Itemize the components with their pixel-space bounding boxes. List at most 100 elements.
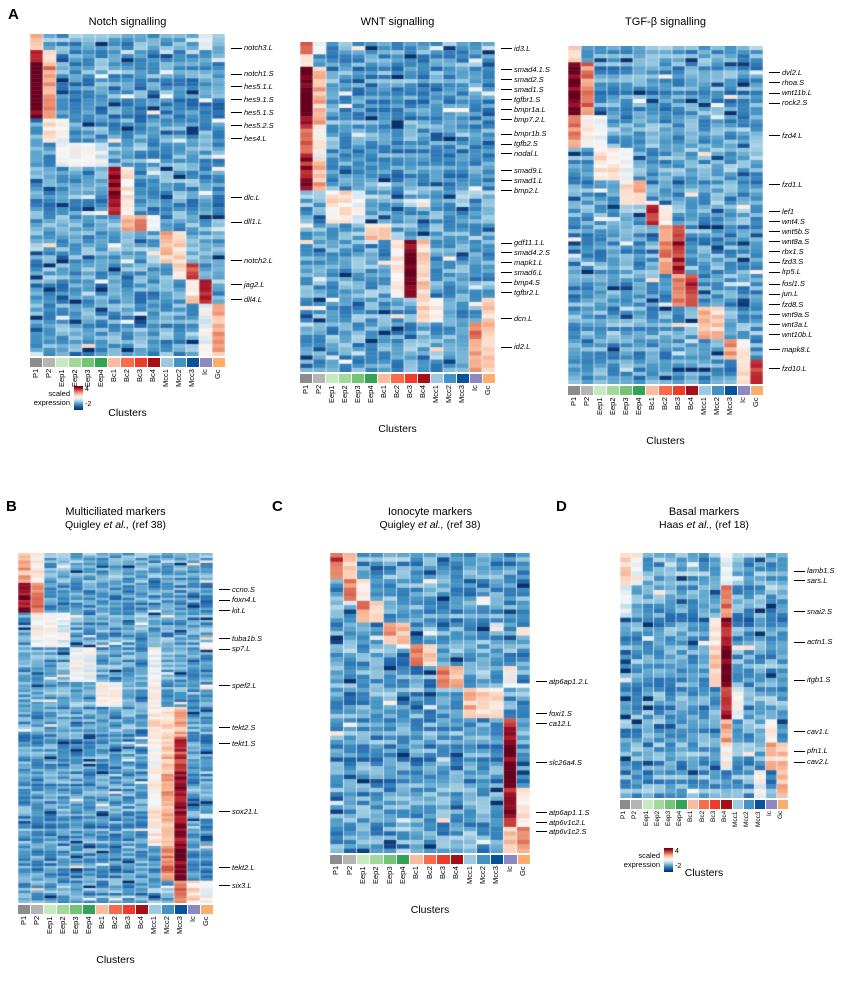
cluster-axis-labels: P1 P2 Eep1 Eep2 Eep3 Eep4 Bc1 Bc2 Bc3 Bc4 Mcc1 Mcc2…	[568, 397, 763, 435]
gene-labels: notch3.L notch1.S hes5.1.L hes9.1.S hes5.1.S…	[231, 34, 317, 356]
gene-label-tuba1b.S: tuba1b.S	[219, 635, 262, 643]
cluster-axis-labels: P1 P2 Eep1 Eep2 Eep3 Eep4 Bc1 Bc2 Bc3 Bc4 Mcc1 Mcc2…	[300, 385, 495, 423]
gene-label-ccno.S: ccno.S	[219, 586, 255, 594]
gene-connector-line	[219, 599, 230, 601]
cluster-label-ic: Ic	[504, 866, 514, 872]
gene-label-atp6ap1.1.S: atp6ap1.1.S	[536, 808, 589, 817]
cluster-annotation-bar	[568, 386, 763, 395]
gene-connector-line	[769, 82, 780, 84]
gene-connector-line	[501, 252, 512, 254]
cluster-label-bc1: Bc1	[411, 866, 421, 879]
gene-connector-line	[501, 99, 512, 100]
cluster-color-mcc3	[755, 800, 766, 809]
gene-label-wnt11b.L: wnt11b.L	[769, 89, 812, 97]
cluster-label-eep2: Eep2	[653, 811, 661, 827]
cluster-label-eep1: Eep1	[357, 866, 367, 884]
cluster-color-bc3	[134, 358, 147, 367]
cluster-label-mcc2: Mcc2	[162, 916, 171, 934]
panel-label-a: A	[8, 6, 19, 23]
chart-title-wnt: WNT signalling	[360, 16, 435, 28]
cluster-label-mcc3: Mcc3	[491, 866, 501, 884]
gene-label-snai2.S: snai2.S	[794, 608, 832, 616]
gene-label-smad2.S: smad2.S	[501, 76, 544, 84]
gene-connector-line	[536, 831, 547, 833]
cluster-color-mcc1	[698, 386, 711, 395]
chart-title-notch: Notch signalling	[88, 16, 167, 28]
cluster-annotation-bar	[18, 905, 213, 914]
cluster-color-eep4	[633, 386, 646, 395]
cluster-color-eep2	[607, 386, 620, 395]
gene-connector-line	[769, 231, 780, 233]
cluster-label-mcc2: Mcc2	[174, 369, 183, 387]
cluster-color-eep4	[83, 905, 96, 914]
cluster-color-p1	[568, 386, 581, 395]
cluster-label-eep3: Eep3	[621, 397, 630, 415]
gene-connector-line	[769, 324, 780, 326]
gene-label-tgfb2.S: tgfb2.S	[501, 140, 538, 148]
gene-connector-line	[231, 125, 242, 127]
gene-connector-line	[794, 761, 805, 763]
cluster-color-gc	[517, 855, 531, 864]
cluster-color-p1	[300, 374, 313, 383]
cluster-label-mcc3: Mcc3	[725, 397, 734, 415]
gene-connector-line	[501, 318, 512, 320]
gene-connector-line	[794, 750, 805, 752]
cluster-annotation-bar	[620, 800, 788, 809]
gene-label-smad1.S: smad1.S	[501, 86, 544, 94]
gene-label-tgfbr1.S: tgfbr1.S	[501, 96, 540, 104]
cluster-label-p2: P2	[582, 397, 591, 407]
gene-connector-line	[794, 580, 805, 582]
gene-label-bmpr1b.S: bmpr1b.S	[501, 130, 547, 138]
gene-label-mapk8.L: mapk8.L	[769, 346, 811, 354]
gene-connector-line	[536, 712, 547, 714]
gene-connector-line	[769, 183, 780, 185]
gene-connector-line	[501, 89, 512, 91]
gene-connector-line	[501, 346, 512, 348]
gene-label-lrp5.L: lrp5.L	[769, 268, 801, 276]
cluster-color-mcc3	[724, 386, 737, 395]
gene-connector-line	[231, 86, 242, 88]
gene-connector-line	[501, 179, 512, 181]
cluster-label-bc1: Bc1	[97, 916, 106, 929]
gene-label-wnt5b.S: wnt5b.S	[769, 228, 809, 236]
gene-label-fzd8.S: fzd8.S	[769, 301, 803, 309]
cluster-label-gc: Gc	[776, 811, 784, 820]
gene-label-fzd4.L: fzd4.L	[769, 132, 802, 140]
cluster-label-bc2: Bc2	[424, 866, 434, 879]
cluster-color-eep1	[44, 905, 57, 914]
gene-connector-line	[231, 284, 242, 286]
gene-connector-line	[794, 570, 805, 572]
cluster-label-eep4: Eep4	[397, 866, 407, 884]
gene-connector-line	[769, 251, 780, 253]
cluster-color-eep3	[620, 386, 633, 395]
cluster-color-mcc3	[456, 374, 469, 383]
cluster-color-eep4	[397, 855, 410, 864]
gene-connector-line	[501, 292, 512, 294]
gene-connector-line	[501, 118, 512, 120]
gene-connector-line	[536, 811, 547, 813]
cluster-label-p1: P1	[569, 397, 578, 407]
gene-label-wnt4.S: wnt4.S	[769, 218, 805, 226]
gene-label-fzd1.L: fzd1.L	[769, 181, 802, 189]
legend-colorbar-wrap: 4 -2	[664, 848, 681, 872]
gene-label-tekt2.L: tekt2.L	[219, 864, 255, 872]
cluster-color-ic	[469, 374, 482, 383]
cluster-label-eep3: Eep3	[384, 866, 394, 884]
gene-label-dvl2.L: dvl2.L	[769, 69, 802, 77]
cluster-color-p1	[620, 800, 631, 809]
panel-label-b: B	[6, 498, 17, 515]
gene-label-atp6ap1.2.L: atp6ap1.2.L	[536, 678, 589, 686]
heatmap-canvas-mcc	[18, 553, 213, 903]
cluster-color-mcc1	[430, 374, 443, 383]
cluster-color-mcc2	[477, 855, 490, 864]
gene-label-sp7.L: sp7.L	[219, 645, 250, 653]
gene-connector-line	[769, 293, 780, 295]
cluster-color-eep1	[594, 386, 607, 395]
gene-connector-line	[536, 723, 547, 725]
cluster-color-mcc1	[160, 358, 173, 367]
cluster-annotation-bar	[300, 374, 495, 383]
gene-label-actn1.S: actn1.S	[794, 638, 832, 646]
cluster-label-p1: P1	[301, 385, 310, 395]
cluster-label-mcc2: Mcc2	[712, 397, 721, 415]
cluster-label-bc3: Bc3	[405, 385, 414, 398]
